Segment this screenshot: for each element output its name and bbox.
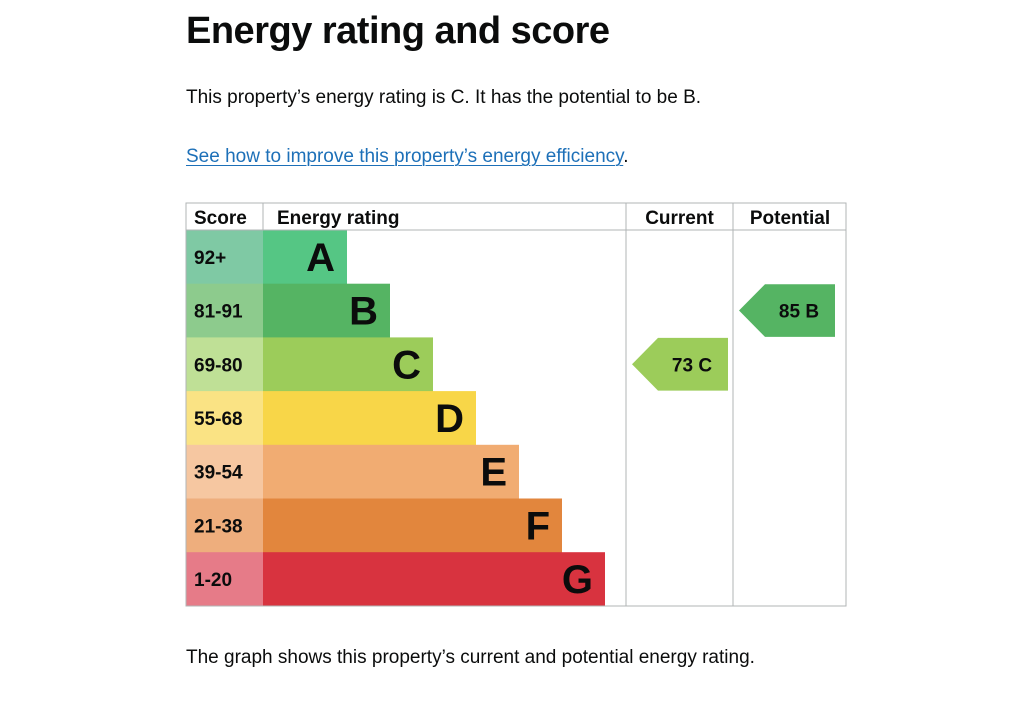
- score-cell-g: [186, 552, 263, 607]
- rating-letter-g: G: [562, 558, 593, 602]
- rating-letter-d: D: [435, 397, 464, 441]
- header-current: Current: [645, 208, 714, 229]
- score-cell-b: [186, 283, 263, 338]
- potential-arrow: [739, 284, 835, 337]
- score-range-a: 92+: [194, 248, 226, 269]
- rating-bar-c: [263, 337, 433, 392]
- current-arrow: [632, 337, 728, 391]
- improve-efficiency-link[interactable]: See how to improve this property’s energ…: [186, 146, 624, 167]
- current-rating-label: 73 C: [672, 355, 712, 376]
- rating-bar-g: [263, 552, 605, 607]
- score-range-b: 81-91: [194, 302, 243, 323]
- potential-rating-label: 85 B: [779, 302, 819, 323]
- link-suffix: .: [623, 146, 629, 167]
- score-range-c: 69-80: [194, 355, 243, 376]
- header-score: Score: [194, 208, 247, 229]
- score-range-f: 21-38: [194, 516, 243, 537]
- energy-rating-chart: 92+ A 81-91 B 69-80 C 55-68 D 39-54 E 21-38 F 1-20 G S…: [185, 202, 847, 607]
- rating-letter-c: C: [392, 343, 421, 387]
- rating-letter-b: B: [349, 290, 378, 334]
- header-potential: Potential: [750, 208, 830, 229]
- score-cell-a: [186, 230, 263, 285]
- header-energy-rating: Energy rating: [277, 208, 399, 229]
- rating-bar-f: [263, 498, 562, 553]
- page-title: Energy rating and score: [186, 10, 610, 52]
- rating-bar-d: [263, 391, 476, 446]
- rating-bar-b: [263, 283, 390, 338]
- chart-border: [185, 202, 847, 607]
- rating-letter-e: E: [480, 451, 507, 495]
- score-range-e: 39-54: [194, 463, 243, 484]
- rating-bar-a: [263, 230, 347, 285]
- score-cell-c: [186, 337, 263, 392]
- score-cell-e: [186, 444, 263, 499]
- score-range-d: 55-68: [194, 409, 243, 430]
- chart-caption: The graph shows this property’s current …: [186, 647, 755, 668]
- improve-link-line: See how to improve this property’s energ…: [186, 145, 629, 169]
- score-cell-d: [186, 391, 263, 446]
- score-cell-f: [186, 498, 263, 553]
- score-range-g: 1-20: [194, 570, 232, 591]
- rating-letter-a: A: [306, 236, 335, 280]
- rating-letter-f: F: [526, 504, 550, 548]
- rating-bar-e: [263, 444, 519, 499]
- energy-rating-summary: This property’s energy rating is C. It h…: [186, 87, 702, 108]
